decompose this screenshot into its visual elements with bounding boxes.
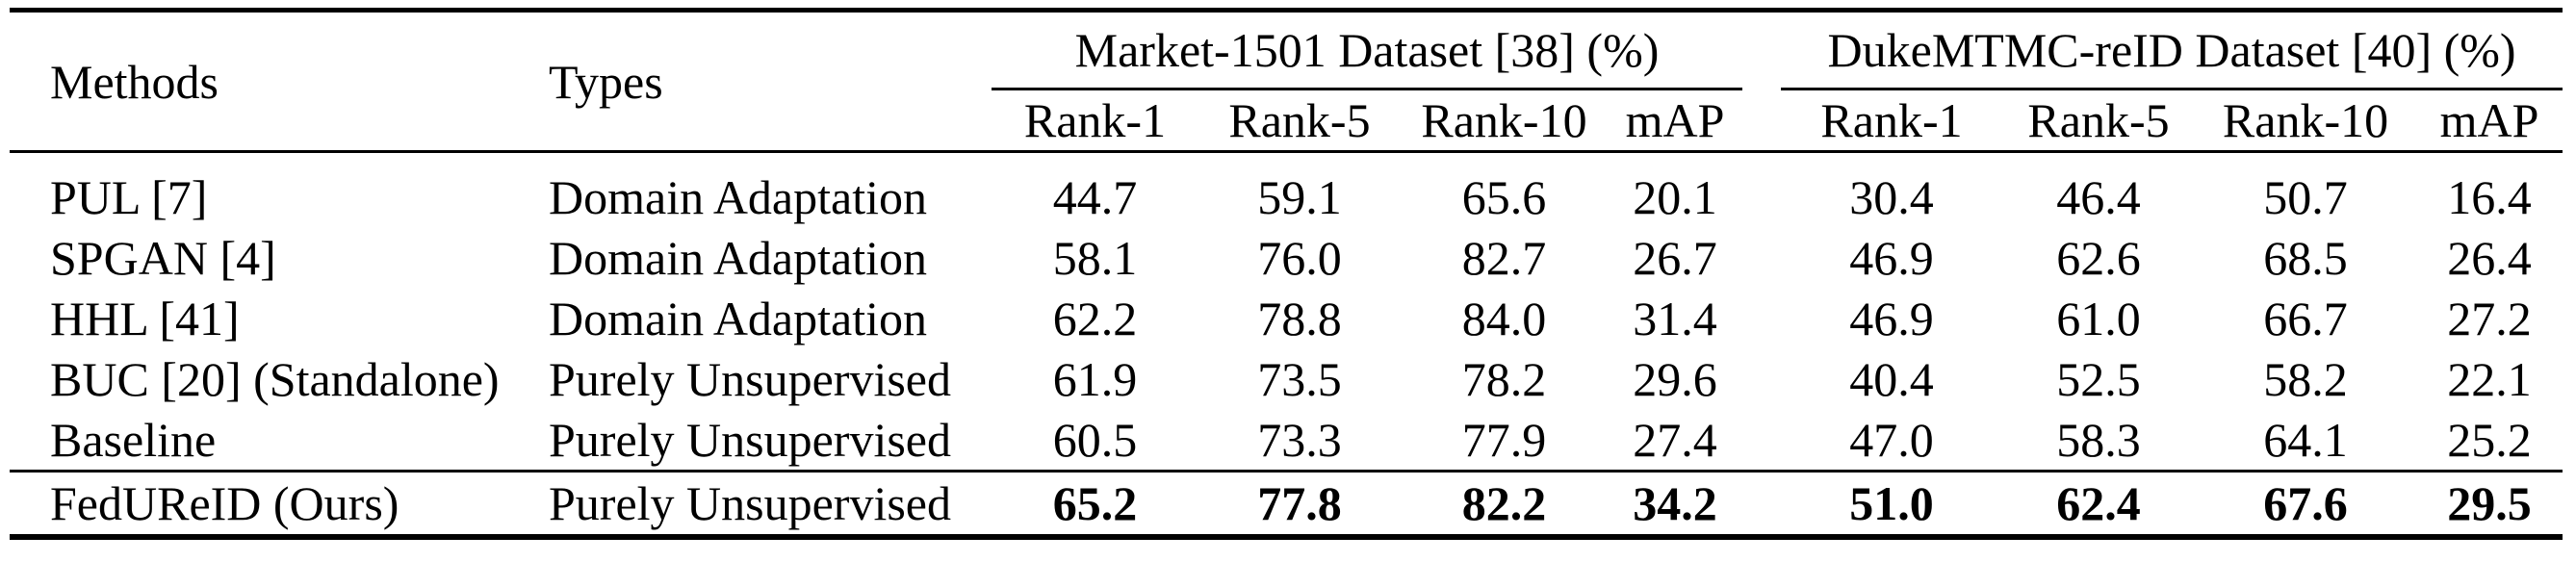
market-rank5-cell: 76.0 — [1257, 230, 1342, 285]
column-header-market-rank10: Rank-10 — [1401, 89, 1608, 153]
duke-map-cell: 27.2 — [2447, 291, 2532, 345]
duke-rank1-cell: 47.0 — [1849, 412, 1934, 467]
type-cell: Domain Adaptation — [549, 291, 927, 345]
table-row-spgan: SPGAN [4] Domain Adaptation 58.1 76.0 82… — [10, 227, 2563, 288]
market-map-cell: 31.4 — [1633, 291, 1717, 345]
method-cell: FedUReID (Ours) — [10, 470, 510, 537]
duke-rank5-cell: 58.3 — [2056, 412, 2141, 467]
market-rank5-cell: 73.5 — [1257, 351, 1342, 406]
column-header-market-rank5: Rank-5 — [1198, 89, 1401, 153]
column-header-duke-rank5: Rank-5 — [2002, 89, 2196, 153]
duke-rank5-cell: 52.5 — [2056, 351, 2141, 406]
duke-rank5-cell: 46.4 — [2056, 169, 2141, 224]
duke-rank10-cell: 58.2 — [2263, 351, 2348, 406]
method-cell: HHL [41] — [50, 291, 240, 345]
duke-rank10-cell: 67.6 — [2195, 470, 2417, 537]
spacer-cell — [1742, 288, 1781, 348]
duke-map-cell: 22.1 — [2447, 351, 2532, 406]
type-cell: Purely Unsupervised — [510, 470, 992, 537]
market-rank5-cell: 59.1 — [1257, 169, 1342, 224]
duke-rank1-cell: 51.0 — [1781, 470, 2003, 537]
column-header-market-map: mAP — [1608, 89, 1743, 153]
type-cell: Purely Unsupervised — [549, 351, 951, 406]
market-rank10-cell: 65.6 — [1461, 169, 1547, 224]
market-map-cell: 34.2 — [1608, 470, 1743, 537]
table-header: Methods Types Market-1501 Dataset [38] (… — [10, 10, 2563, 153]
market-rank10-cell: 77.9 — [1461, 412, 1547, 467]
method-cell: SPGAN [4] — [50, 230, 276, 285]
market-rank5-cell: 78.8 — [1257, 291, 1342, 345]
spacer-cell — [1742, 152, 1781, 228]
column-header-duke-rank10: Rank-10 — [2195, 89, 2417, 153]
market-map-cell: 26.7 — [1633, 230, 1717, 285]
table-row-fedureid: FedUReID (Ours) Purely Unsupervised 65.2… — [10, 470, 2563, 537]
type-cell: Domain Adaptation — [549, 169, 927, 224]
table-row-pul: PUL [7] Domain Adaptation 44.7 59.1 65.6… — [10, 152, 2563, 228]
spacer-cell — [1742, 348, 1781, 409]
duke-rank1-cell: 46.9 — [1849, 291, 1934, 345]
market-rank1-cell: 60.5 — [1052, 412, 1138, 467]
duke-map-cell: 26.4 — [2447, 230, 2532, 285]
method-cell: PUL [7] — [50, 169, 208, 224]
group-header-market: Market-1501 Dataset [38] (%) — [992, 10, 1743, 90]
duke-rank10-cell: 68.5 — [2263, 230, 2348, 285]
method-cell: BUC [20] (Standalone) — [50, 351, 500, 406]
group-header-row: Methods Types Market-1501 Dataset [38] (… — [10, 10, 2563, 153]
type-cell: Domain Adaptation — [549, 230, 927, 285]
table-row-hhl: HHL [41] Domain Adaptation 62.2 78.8 84.… — [10, 288, 2563, 348]
market-rank1-cell: 62.2 — [1052, 291, 1138, 345]
market-rank1-cell: 58.1 — [1052, 230, 1138, 285]
column-header-types: Types — [510, 10, 992, 153]
column-header-methods: Methods — [10, 10, 510, 153]
method-cell: Baseline — [50, 412, 217, 467]
market-map-cell: 20.1 — [1633, 169, 1717, 224]
subheader-row: Rank-1 Rank-5 Rank-10 mAP Rank-1 Rank-5 … — [10, 89, 2563, 153]
group-header-duke: DukeMTMC-reID Dataset [40] (%) — [1781, 10, 2563, 90]
column-header-market-rank1: Rank-1 — [992, 89, 1198, 153]
duke-rank5-cell: 61.0 — [2056, 291, 2141, 345]
market-map-cell: 29.6 — [1633, 351, 1717, 406]
market-rank1-cell: 44.7 — [1052, 169, 1138, 224]
duke-rank5-cell: 62.4 — [2002, 470, 2196, 537]
results-table: Methods Types Market-1501 Dataset [38] (… — [10, 8, 2563, 540]
table-row-buc: BUC [20] (Standalone) Purely Unsupervise… — [10, 348, 2563, 409]
spacer-cell — [1742, 409, 1781, 472]
spacer-cell — [1742, 227, 1781, 288]
column-header-duke-rank1: Rank-1 — [1781, 89, 2003, 153]
market-rank1-cell: 61.9 — [1052, 351, 1138, 406]
market-rank1-cell: 65.2 — [992, 470, 1198, 537]
type-cell: Purely Unsupervised — [549, 412, 951, 467]
duke-rank1-cell: 46.9 — [1849, 230, 1934, 285]
market-rank10-cell: 82.2 — [1401, 470, 1608, 537]
market-rank10-cell: 84.0 — [1461, 291, 1547, 345]
market-rank5-cell: 73.3 — [1257, 412, 1342, 467]
duke-rank10-cell: 50.7 — [2263, 169, 2348, 224]
table-body: PUL [7] Domain Adaptation 44.7 59.1 65.6… — [10, 152, 2563, 537]
table-row-baseline: Baseline Purely Unsupervised 60.5 73.3 7… — [10, 409, 2563, 472]
market-rank10-cell: 82.7 — [1461, 230, 1547, 285]
duke-rank1-cell: 40.4 — [1849, 351, 1934, 406]
duke-rank5-cell: 62.6 — [2056, 230, 2141, 285]
market-rank10-cell: 78.2 — [1461, 351, 1547, 406]
market-map-cell: 27.4 — [1633, 412, 1717, 467]
market-rank5-cell: 77.8 — [1198, 470, 1401, 537]
duke-map-cell: 16.4 — [2447, 169, 2532, 224]
duke-rank10-cell: 64.1 — [2263, 412, 2348, 467]
duke-rank1-cell: 30.4 — [1849, 169, 1934, 224]
duke-map-cell: 25.2 — [2447, 412, 2532, 467]
spacer-cell — [1742, 470, 1782, 537]
duke-rank10-cell: 66.7 — [2263, 291, 2348, 345]
column-header-duke-map: mAP — [2416, 89, 2563, 153]
duke-map-cell: 29.5 — [2416, 470, 2563, 537]
group-spacer — [1742, 10, 1782, 153]
